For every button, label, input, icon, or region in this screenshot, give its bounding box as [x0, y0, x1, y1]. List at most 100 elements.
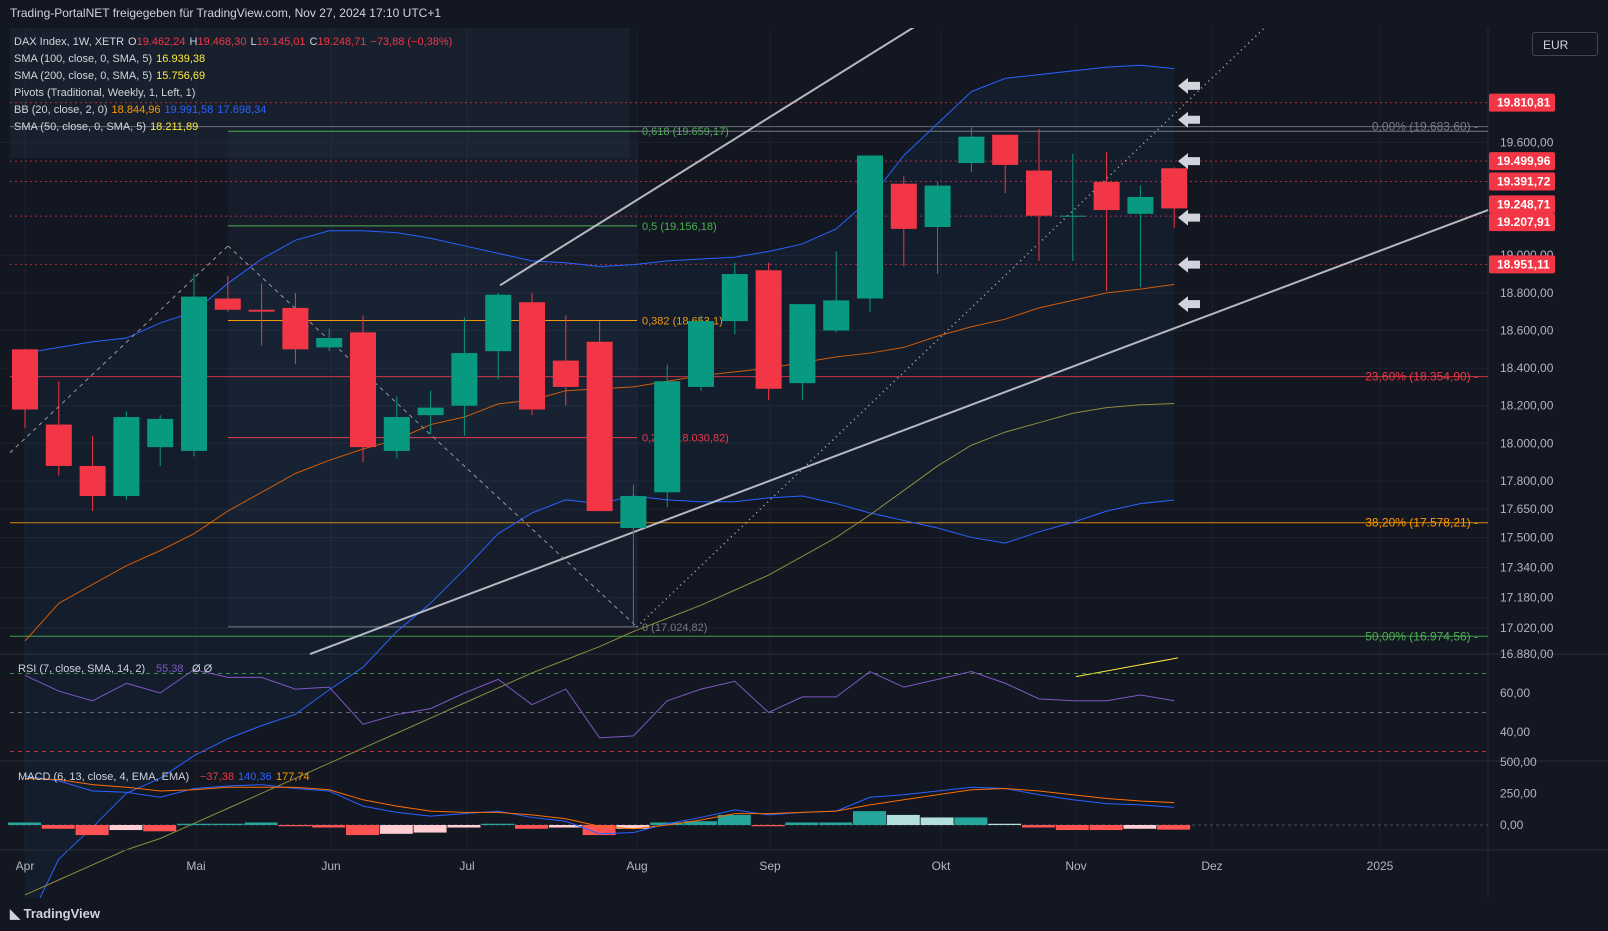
legend-label: BB (20, close, 2, 0): [14, 104, 108, 116]
time-axis-tick: Apr: [16, 859, 35, 873]
arrow-marker-icon: [1178, 77, 1200, 94]
macd-histogram-bar: [143, 825, 177, 832]
legend-value: 16.939,38: [156, 53, 206, 65]
macd-histogram-bar: [548, 825, 582, 828]
macd-value: 177,74: [276, 771, 310, 783]
macd-histogram-bar: [751, 825, 785, 827]
macd-histogram-bar: [447, 825, 481, 828]
legend-value: O: [128, 36, 137, 48]
candle: [1161, 167, 1188, 228]
candle: [586, 321, 613, 512]
candle-body: [1093, 181, 1120, 211]
rsi-line: [24, 669, 1175, 739]
legend-value: C: [309, 36, 318, 48]
candle: [519, 292, 545, 416]
price-axis-tick: 17.800,00: [1500, 474, 1554, 488]
arrow-marker-icon: [1178, 256, 1200, 273]
legend-value: 19.991,58: [164, 104, 214, 116]
fib-right-label: 38,20% (17.578,21) -: [1365, 516, 1478, 530]
candle-body: [350, 332, 376, 448]
candle: [316, 328, 343, 352]
arrow-marker-icon: [1178, 296, 1200, 313]
price-label-text: 19.248,71: [1497, 197, 1551, 211]
price-label-bg: [1489, 172, 1555, 191]
currency-selector[interactable]: EUR: [1532, 32, 1598, 56]
macd-histogram-bar: [515, 825, 548, 829]
macd-histogram-bar: [177, 823, 210, 825]
price-label-text: 19.207,91: [1497, 215, 1551, 229]
price-label-bg: [1489, 93, 1555, 112]
candle-body: [316, 338, 343, 348]
fib-connector-line: [227, 245, 638, 628]
legend-value: L: [250, 36, 257, 48]
price-axis-tick: 17.020,00: [1500, 621, 1554, 635]
candle: [1026, 129, 1052, 261]
candle-body: [1161, 168, 1188, 209]
time-axis-tick: Mai: [186, 859, 205, 873]
time-axis-tick: Dez: [1201, 859, 1222, 873]
candle-body: [620, 496, 647, 529]
legend-row[interactable]: SMA (200, close, 0, SMA, 5) 15.756,69: [14, 68, 452, 85]
legend-value: 19.145,01: [256, 36, 306, 48]
tradingview-logo[interactable]: ◣ TradingView: [10, 906, 100, 922]
price-label-tag: 19.248,71: [1489, 195, 1555, 214]
candle-body: [721, 274, 748, 322]
price-axis-tick: 17.500,00: [1500, 530, 1554, 544]
candle-body: [1059, 215, 1086, 217]
legend-row[interactable]: BB (20, close, 2, 0) 18.844,96 19.991,58 17…: [14, 102, 452, 119]
candle: [383, 396, 410, 459]
candle-body: [79, 465, 106, 497]
macd-axis-tick: 250,00: [1500, 787, 1537, 801]
chart-area[interactable]: 0,618 (19.659,17)0,5 (19.156,18)0,382 (1…: [0, 28, 1608, 898]
legend-value: 18.844,96: [111, 104, 161, 116]
candle: [958, 127, 985, 173]
legend-value: H: [189, 36, 198, 48]
candle-body: [755, 270, 782, 389]
macd-histogram-bar: [785, 822, 819, 825]
candle-body: [45, 424, 72, 466]
arrow-marker-icon: [1178, 153, 1200, 170]
macd-histogram-bar: [379, 825, 413, 834]
candle-body: [552, 360, 579, 387]
price-label-bg: [1489, 213, 1555, 232]
candle-body: [992, 134, 1019, 165]
time-axis-tick: Jun: [321, 859, 340, 873]
rsi-value-extra: Ø Ø: [192, 663, 213, 675]
macd-histogram-bar: [582, 825, 616, 836]
candle-body: [519, 302, 545, 410]
candle: [113, 411, 140, 500]
candle: [857, 155, 883, 312]
candle-body: [417, 407, 444, 416]
macd-histogram-bar: [1055, 825, 1089, 831]
price-label-text: 19.391,72: [1497, 175, 1551, 189]
candle-body: [113, 417, 140, 497]
price-label-tag: 19.207,91: [1489, 213, 1555, 232]
brand-name: TradingView: [23, 906, 100, 921]
candle-body: [789, 304, 816, 384]
price-axis-tick: 18.000,00: [1500, 436, 1554, 450]
candle: [1127, 185, 1154, 288]
legend-row[interactable]: DAX Index, 1W, XETR O19.462,24 H19.468,30 L…: [14, 34, 452, 51]
legend-value: 15.756,69: [156, 70, 206, 82]
price-label-tag: 19.499,96: [1489, 152, 1555, 171]
fib-right-label: 23,60% (18.354,90) -: [1365, 370, 1478, 384]
macd-histogram-bar: [853, 811, 886, 825]
candle: [620, 484, 647, 626]
candle: [282, 292, 309, 365]
macd-histogram-bar: [244, 822, 278, 825]
macd-histogram-bar: [1022, 825, 1055, 828]
tradingview-logo-icon: ◣: [10, 906, 20, 921]
arrow-marker-icon: [1178, 209, 1200, 226]
legend-row[interactable]: Pivots (Traditional, Weekly, 1, Left, 1): [14, 85, 452, 102]
candle: [417, 390, 444, 434]
bb-upper-line: [24, 64, 1175, 354]
candle-body: [823, 300, 850, 331]
legend-row[interactable]: SMA (50, close, 0, SMA, 5) 18.211,89: [14, 119, 452, 136]
price-label-tag: 18.951,11: [1489, 255, 1555, 274]
legend-row[interactable]: SMA (100, close, 0, SMA, 5) 16.939,38: [14, 51, 452, 68]
candle-body: [1026, 170, 1052, 216]
price-axis-tick: 19.600,00: [1500, 135, 1554, 149]
candle: [485, 292, 512, 380]
candle-body: [586, 341, 613, 512]
price-label-tag: 19.391,72: [1489, 172, 1555, 191]
